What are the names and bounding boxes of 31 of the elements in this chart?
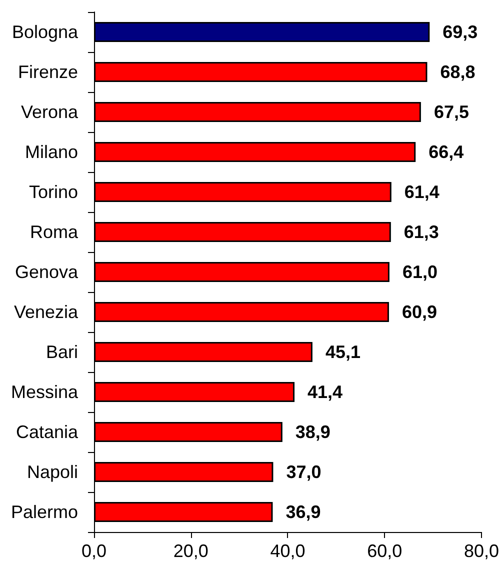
- y-tick-label: Catania: [16, 422, 79, 442]
- data-label: 38,9: [295, 422, 330, 442]
- y-tick-label: Verona: [20, 102, 79, 122]
- data-label: 37,0: [286, 462, 322, 482]
- y-tick-label: Roma: [30, 222, 79, 242]
- data-label: 61,0: [402, 262, 438, 282]
- y-tick-label: Palermo: [10, 502, 78, 522]
- y-tick-label: Torino: [28, 182, 78, 202]
- data-label: 41,4: [308, 382, 343, 402]
- data-label: 36,9: [286, 502, 321, 522]
- y-tick-label: Venezia: [14, 302, 79, 322]
- data-label: 61,3: [404, 222, 439, 242]
- y-tick-label: Milano: [24, 142, 78, 162]
- x-tick-label: 40,0: [270, 541, 306, 561]
- data-label: 69,3: [442, 22, 478, 42]
- y-tick-label: Bologna: [12, 22, 79, 42]
- data-label: 45,1: [325, 342, 360, 362]
- y-tick-label: Messina: [10, 382, 79, 402]
- x-tick-label: 60,0: [367, 541, 402, 561]
- x-tick-label: 0,0: [81, 541, 107, 561]
- data-label: 67,5: [434, 102, 469, 122]
- data-label: 66,4: [428, 142, 464, 162]
- data-label: 68,8: [440, 62, 476, 82]
- y-tick-label: Firenze: [18, 62, 78, 82]
- y-tick-label: Bari: [46, 342, 78, 362]
- x-tick-label: 80,0: [464, 541, 500, 561]
- data-label: 60,9: [402, 302, 438, 322]
- x-tick-label: 20,0: [173, 541, 208, 561]
- y-tick-label: Genova: [14, 262, 79, 282]
- data-label: 61,4: [404, 182, 440, 202]
- y-tick-label: Napoli: [26, 462, 78, 482]
